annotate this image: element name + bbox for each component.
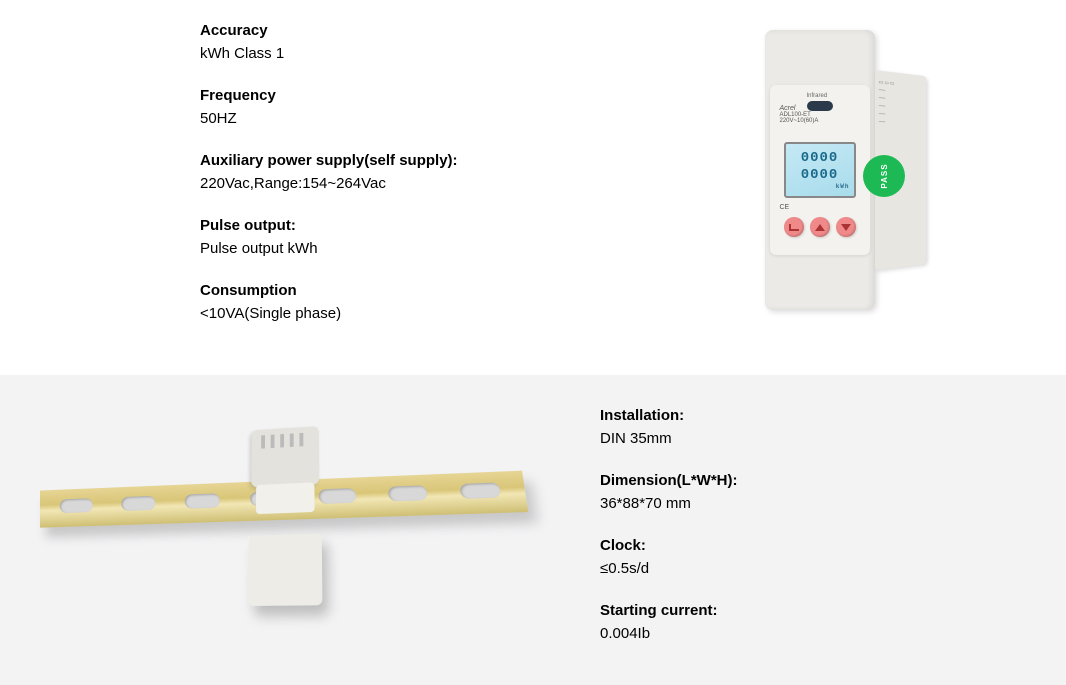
spec-frequency: Frequency 50HZ bbox=[200, 85, 613, 130]
infrared-label: Infrared bbox=[807, 93, 833, 111]
lcd-line-2: 0000 bbox=[801, 167, 839, 184]
spec-value: 0.004Ib bbox=[600, 623, 1026, 646]
spec-consumption: Consumption <10VA(Single phase) bbox=[200, 280, 613, 325]
spec-value: Pulse output kWh bbox=[200, 238, 613, 261]
down-button-icon bbox=[836, 217, 856, 237]
spec-label: Starting current: bbox=[600, 600, 1026, 623]
bottom-section: Installation: DIN 35mm Dimension(L*W*H):… bbox=[0, 375, 1066, 685]
rail-hole-icon bbox=[459, 482, 501, 499]
spec-value: 220Vac,Range:154~264Vac bbox=[200, 173, 613, 196]
spec-label: Installation: bbox=[600, 405, 1026, 428]
top-section: Accuracy kWh Class 1 Frequency 50HZ Auxi… bbox=[0, 0, 1066, 375]
meter-rating: 220V~10(60)A bbox=[776, 118, 864, 124]
spec-label: Consumption bbox=[200, 280, 613, 303]
spec-accuracy: Accuracy kWh Class 1 bbox=[200, 20, 613, 65]
spec-label: Clock: bbox=[600, 535, 1026, 558]
spec-aux-power: Auxiliary power supply(self supply): 220… bbox=[200, 150, 613, 195]
spec-pulse-output: Pulse output: Pulse output kWh bbox=[200, 215, 613, 260]
meter-body: Infrared Acrel ADL100-ET 220V~10(60)A 00… bbox=[765, 30, 875, 310]
qc-pass-sticker-icon: PASS bbox=[863, 155, 905, 197]
up-button-icon bbox=[810, 217, 830, 237]
spec-installation: Installation: DIN 35mm bbox=[600, 405, 1026, 450]
spec-label: Pulse output: bbox=[200, 215, 613, 238]
lcd-unit: kWh bbox=[836, 183, 854, 190]
ce-mark: CE bbox=[776, 204, 864, 211]
mount-block bbox=[241, 426, 331, 607]
rail-hole-icon bbox=[60, 498, 93, 513]
rail-hole-icon bbox=[185, 493, 221, 509]
mount-foot bbox=[248, 534, 322, 606]
lcd-line-1: 0000 bbox=[801, 150, 839, 167]
spec-value: 50HZ bbox=[200, 108, 613, 131]
spec-starting-current: Starting current: 0.004Ib bbox=[600, 600, 1026, 645]
meter-face: Infrared Acrel ADL100-ET 220V~10(60)A 00… bbox=[770, 85, 870, 255]
meter-buttons bbox=[776, 217, 864, 237]
rail-hole-icon bbox=[121, 496, 156, 511]
spec-dimension: Dimension(L*W*H): 36*88*70 mm bbox=[600, 470, 1026, 515]
spec-value: DIN 35mm bbox=[600, 428, 1026, 451]
mount-top bbox=[251, 426, 319, 487]
infrared-window-icon bbox=[807, 101, 833, 111]
spec-label: Auxiliary power supply(self supply): bbox=[200, 150, 613, 173]
spec-value: 36*88*70 mm bbox=[600, 493, 1026, 516]
product-image-top: Infrared Acrel ADL100-ET 220V~10(60)A 00… bbox=[613, 20, 1026, 345]
infrared-text: Infrared bbox=[807, 93, 828, 99]
spec-label: Frequency bbox=[200, 85, 613, 108]
spec-value: kWh Class 1 bbox=[200, 43, 613, 66]
lcd-display: 0000 0000 kWh bbox=[784, 142, 856, 198]
enter-button-icon bbox=[784, 217, 804, 237]
spec-value: ≤0.5s/d bbox=[600, 558, 1026, 581]
spec-value: <10VA(Single phase) bbox=[200, 303, 613, 326]
spec-label: Accuracy bbox=[200, 20, 613, 43]
top-spec-list: Accuracy kWh Class 1 Frequency 50HZ Auxi… bbox=[40, 20, 613, 345]
rail-hole-icon bbox=[387, 485, 427, 501]
energy-meter-illustration: Infrared Acrel ADL100-ET 220V~10(60)A 00… bbox=[720, 30, 920, 330]
bottom-spec-list: Installation: DIN 35mm Dimension(L*W*H):… bbox=[480, 395, 1026, 665]
mount-mid bbox=[256, 482, 315, 514]
product-image-bottom bbox=[40, 395, 480, 665]
spec-clock: Clock: ≤0.5s/d bbox=[600, 535, 1026, 580]
spec-label: Dimension(L*W*H): bbox=[600, 470, 1026, 493]
qc-text: PASS bbox=[879, 163, 888, 188]
din-rail-illustration bbox=[40, 395, 480, 655]
